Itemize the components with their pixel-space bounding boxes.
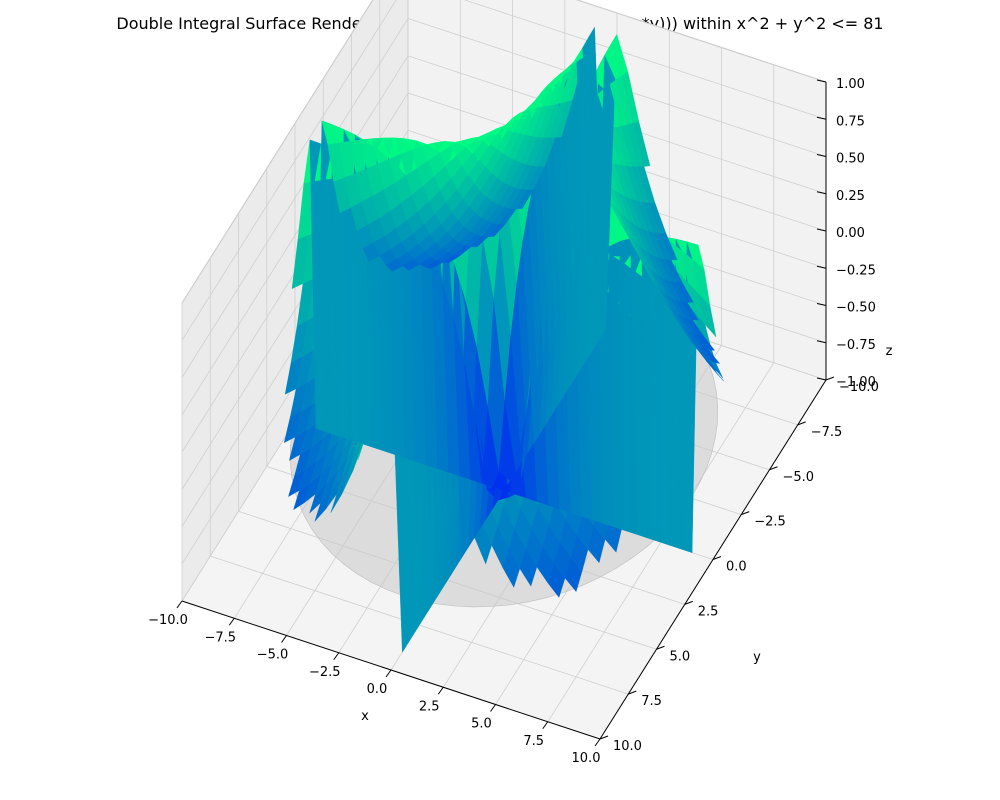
- x-tick-label: 0.0: [367, 682, 388, 697]
- surface-facet: [698, 293, 717, 338]
- surface-facet: [702, 347, 721, 364]
- x-tick: [437, 686, 444, 695]
- z-tick-label: −0.50: [836, 301, 876, 316]
- x-tick-label: 5.0: [471, 717, 492, 732]
- x-tick-label: −7.5: [204, 630, 236, 645]
- z-tick-label: −1.00: [836, 375, 876, 390]
- y-tick: [656, 645, 665, 650]
- y-tick-label: −7.5: [811, 425, 843, 440]
- z-tick-label: −0.75: [836, 338, 876, 353]
- y-tick: [712, 556, 722, 560]
- z-gridline: [181, 18, 827, 378]
- x-tick-label: −5.0: [257, 648, 289, 663]
- z-gridline: [181, 0, 827, 341]
- axes: −10.0 −7.5 −5.0 −2.5 0.0 2.5 5.0 7.5 10.0 −10.0 −7…: [148, 77, 879, 766]
- z-tick-label: 0.75: [836, 114, 865, 129]
- z-axis-label: z: [886, 344, 893, 359]
- z-tick-label: 0.25: [836, 189, 865, 204]
- y-tick-label: −2.5: [754, 515, 786, 530]
- y-tick-label: 7.5: [641, 694, 662, 709]
- x-tick-label: −2.5: [309, 665, 341, 680]
- y-tick-label: −10.0: [839, 380, 879, 395]
- y-tick: [599, 735, 609, 740]
- z-tick: [816, 154, 827, 157]
- surface-mesh: [283, 26, 724, 653]
- z-tick-label: 1.00: [836, 77, 865, 92]
- y-tick: [797, 421, 806, 426]
- x-tick-label: 2.5: [419, 699, 440, 714]
- z-tick: [816, 79, 827, 83]
- x-tick-label: 10.0: [572, 751, 601, 766]
- z-gridline: [181, 0, 827, 304]
- y-tick-label: 5.0: [670, 649, 691, 664]
- z-gridline: [181, 55, 827, 416]
- z-tick: [816, 340, 827, 344]
- x-tick: [228, 617, 235, 626]
- z-tick-label: 0.50: [836, 152, 865, 167]
- y-tick: [628, 690, 637, 695]
- z-tick: [816, 116, 827, 120]
- x-tick: [333, 652, 340, 661]
- x-tick: [490, 704, 496, 712]
- y-tick: [769, 466, 778, 471]
- z-tick-label: −0.25: [836, 263, 876, 278]
- y-tick: [741, 511, 750, 516]
- x-tick: [594, 738, 601, 747]
- x-tick-label: −10.0: [148, 613, 188, 628]
- y-tick-label: 10.0: [613, 739, 642, 754]
- x-tick-label: 7.5: [523, 734, 544, 749]
- y-tick: [684, 600, 693, 605]
- x-axis-label: x: [361, 709, 369, 724]
- z-tick-label: 0.00: [836, 226, 865, 241]
- z-tick: [816, 377, 827, 381]
- x-tick: [281, 635, 287, 643]
- y-axis-label: y: [753, 650, 761, 665]
- x-tick: [385, 669, 392, 678]
- z-tick: [816, 265, 827, 269]
- z-gridline: [181, 92, 827, 453]
- y-tick-label: −5.0: [783, 470, 815, 485]
- z-tick: [816, 228, 827, 232]
- x-tick: [542, 721, 549, 730]
- x-tick: [176, 600, 183, 609]
- surface-facet: [706, 361, 724, 382]
- z-tick: [816, 303, 827, 306]
- y-tick-label: 2.5: [698, 604, 719, 619]
- y-tick-label: 0.0: [726, 560, 747, 575]
- y-tick: [825, 376, 835, 381]
- z-tick: [816, 191, 827, 195]
- z-gridline: [181, 129, 827, 490]
